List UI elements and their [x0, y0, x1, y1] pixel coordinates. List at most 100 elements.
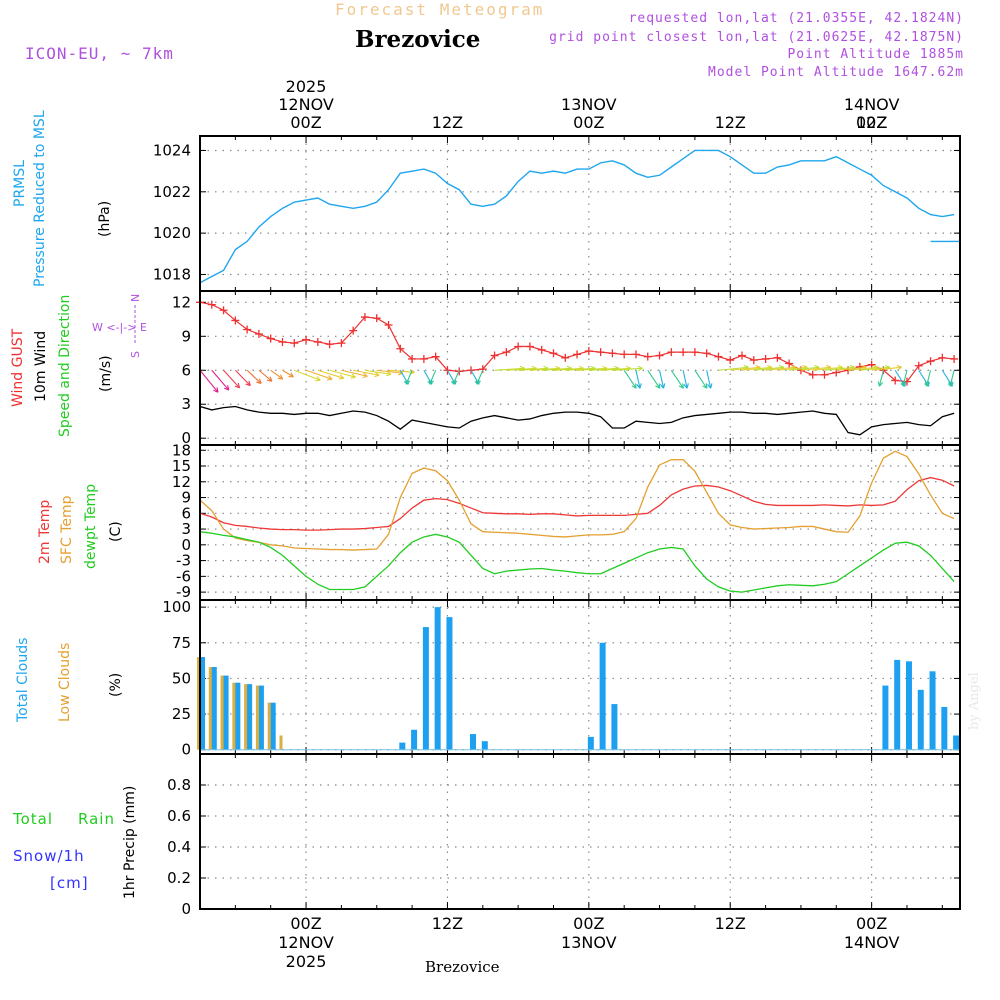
wind-arrow [836, 366, 867, 371]
ytick-label-temperature: -9 [176, 583, 191, 601]
wind-arrow [246, 369, 262, 384]
gust-marker [738, 351, 747, 360]
gust-marker [608, 349, 617, 358]
top-date-label: 14NOV [844, 95, 900, 114]
total-cloud-bar [446, 617, 453, 750]
wind-arrow [364, 369, 392, 375]
wind-arrow-head [288, 372, 294, 378]
wind-arrow [741, 366, 773, 371]
station-name: Brezovice [355, 26, 481, 53]
wind-arrow [926, 370, 932, 387]
gust-marker [667, 348, 676, 357]
wind-arrow [789, 366, 820, 371]
top-time-tick: 12Z [856, 113, 887, 132]
wind-arrow [223, 369, 240, 389]
total-cloud-bar [411, 729, 418, 750]
wind-arrow-head [374, 371, 380, 378]
top-year-label: 2025 [286, 77, 327, 96]
total-cloud-bar [399, 742, 406, 750]
wind-arrow-head [683, 383, 689, 389]
requested-coordinates: requested lon,lat (21.0355E, 42.1824N) [628, 11, 964, 26]
low-cloud-bar [232, 682, 236, 750]
dewpt-line [199, 531, 955, 593]
wind-arrow [353, 369, 380, 376]
compass-ew: W <-|-> E [92, 321, 147, 334]
t2m-line [199, 476, 955, 531]
wind-arrow [730, 366, 761, 371]
gust-marker [926, 357, 935, 366]
wind-arrow [577, 367, 608, 371]
wind-arrow-head [896, 364, 902, 371]
wind-arrow [670, 369, 684, 389]
gust-marker [938, 353, 947, 362]
gust-marker [525, 342, 534, 351]
gust-marker [785, 359, 794, 368]
ytick-label-pressure: 1024 [153, 141, 191, 159]
total-cloud-bar [882, 685, 889, 750]
wind-arrow [824, 366, 855, 371]
gust-marker [278, 337, 287, 346]
wind-arrow [234, 369, 251, 387]
gust-marker [313, 337, 322, 346]
wind-arrow [635, 370, 641, 389]
top-date-label: 13NOV [561, 95, 617, 114]
gust-marker [679, 348, 688, 357]
total-cloud-bar [234, 682, 241, 750]
gust-marker [891, 376, 900, 385]
total-cloud-bar [434, 607, 441, 750]
ytick-label-precip: 0.8 [167, 776, 191, 794]
frame-clouds [199, 599, 961, 755]
wind-arrow-head [327, 375, 333, 381]
wind-arrow [476, 370, 484, 385]
point-altitude: Point Altitude 1885m [787, 47, 964, 62]
gust-marker [820, 370, 829, 379]
top-date-label: 12NOV [278, 95, 334, 114]
bottom-date-label: 13NOV [561, 933, 617, 952]
ytick-label-wind: 9 [181, 327, 191, 345]
gust-marker [337, 339, 346, 348]
low-cloud-bar [208, 667, 212, 750]
gust-marker [207, 300, 216, 309]
wind-arrow [812, 366, 843, 371]
total-cloud-bar [481, 741, 488, 750]
ytick-label-pressure: 1022 [153, 183, 191, 201]
ytick-label-pressure: 1018 [153, 265, 191, 283]
wind-arrow [529, 367, 560, 371]
total-rain-label-total: Total [13, 810, 54, 828]
panel-clouds: 0 25 50 75 100 [162, 598, 961, 759]
wind-arrow [405, 370, 413, 385]
gust-marker [408, 354, 417, 363]
wind-arrow [800, 366, 831, 371]
gust-marker [596, 348, 605, 357]
gust-marker [761, 354, 770, 363]
wind-arrow [777, 366, 808, 371]
wind-arrow [694, 369, 708, 389]
ytick-label-temperature: -6 [176, 567, 191, 585]
gust-marker [549, 349, 558, 358]
wind-arrow [588, 367, 619, 371]
total-cloud-bar [599, 642, 606, 750]
gust-marker [573, 350, 582, 359]
ytick-label-wind: 6 [181, 361, 191, 379]
wind-arrow [429, 370, 437, 385]
ytick-label-precip: 0.6 [167, 807, 191, 825]
wind-arrow-head [452, 379, 458, 385]
wind-arrow [294, 369, 321, 381]
total-cloud-bar [422, 627, 429, 750]
gust-marker [537, 345, 546, 354]
compass-s: S [129, 351, 142, 358]
wind-arrow [258, 369, 273, 382]
footer-station-name: Brezovice [425, 958, 500, 976]
time-axis: 00Z00Z12Z12Z00Z00Z12Z12Z00Z00Z12Z12NOV12… [278, 77, 899, 971]
wind-arrow [553, 367, 584, 371]
gust-marker [290, 339, 299, 348]
wind-arrow [282, 369, 294, 378]
wind-arrow [902, 370, 908, 387]
ytick-label-clouds: 50 [172, 669, 191, 687]
ytick-label-clouds: 0 [181, 741, 191, 759]
snow-label: Snow/1h [13, 847, 85, 865]
wind-arrow-head [266, 376, 273, 382]
wind-arrow [949, 370, 955, 387]
